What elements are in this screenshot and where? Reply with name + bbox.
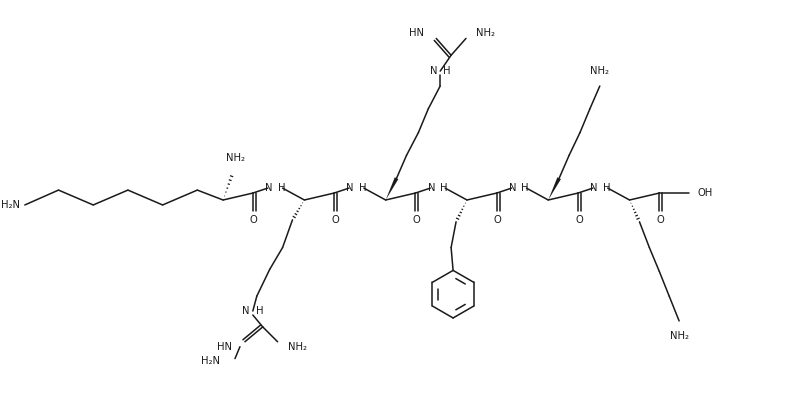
- Text: NH₂: NH₂: [288, 342, 306, 352]
- Text: N: N: [242, 306, 250, 316]
- Text: NH₂: NH₂: [670, 331, 688, 341]
- Text: O: O: [331, 215, 339, 225]
- Text: N: N: [509, 183, 516, 193]
- Text: OH: OH: [698, 188, 713, 198]
- Text: H: H: [443, 66, 451, 76]
- Text: O: O: [494, 215, 502, 225]
- Polygon shape: [549, 177, 561, 200]
- Text: N: N: [430, 66, 437, 76]
- Text: H: H: [359, 183, 366, 193]
- Text: H: H: [521, 183, 529, 193]
- Text: O: O: [250, 215, 258, 225]
- Text: HN: HN: [217, 342, 232, 352]
- Text: N: N: [427, 183, 436, 193]
- Text: N: N: [591, 183, 598, 193]
- Text: NH₂: NH₂: [591, 66, 609, 76]
- Text: NH₂: NH₂: [226, 153, 246, 163]
- Text: H: H: [440, 183, 448, 193]
- Text: O: O: [575, 215, 583, 225]
- Text: N: N: [347, 183, 354, 193]
- Text: HN: HN: [410, 28, 424, 38]
- Text: H: H: [603, 183, 610, 193]
- Text: H₂N: H₂N: [201, 356, 220, 366]
- Text: O: O: [656, 215, 664, 225]
- Text: H₂N: H₂N: [1, 200, 20, 210]
- Polygon shape: [385, 177, 398, 200]
- Text: NH₂: NH₂: [476, 28, 494, 38]
- Text: O: O: [413, 215, 420, 225]
- Text: H: H: [278, 183, 285, 193]
- Text: H: H: [256, 306, 263, 316]
- Text: N: N: [265, 183, 272, 193]
